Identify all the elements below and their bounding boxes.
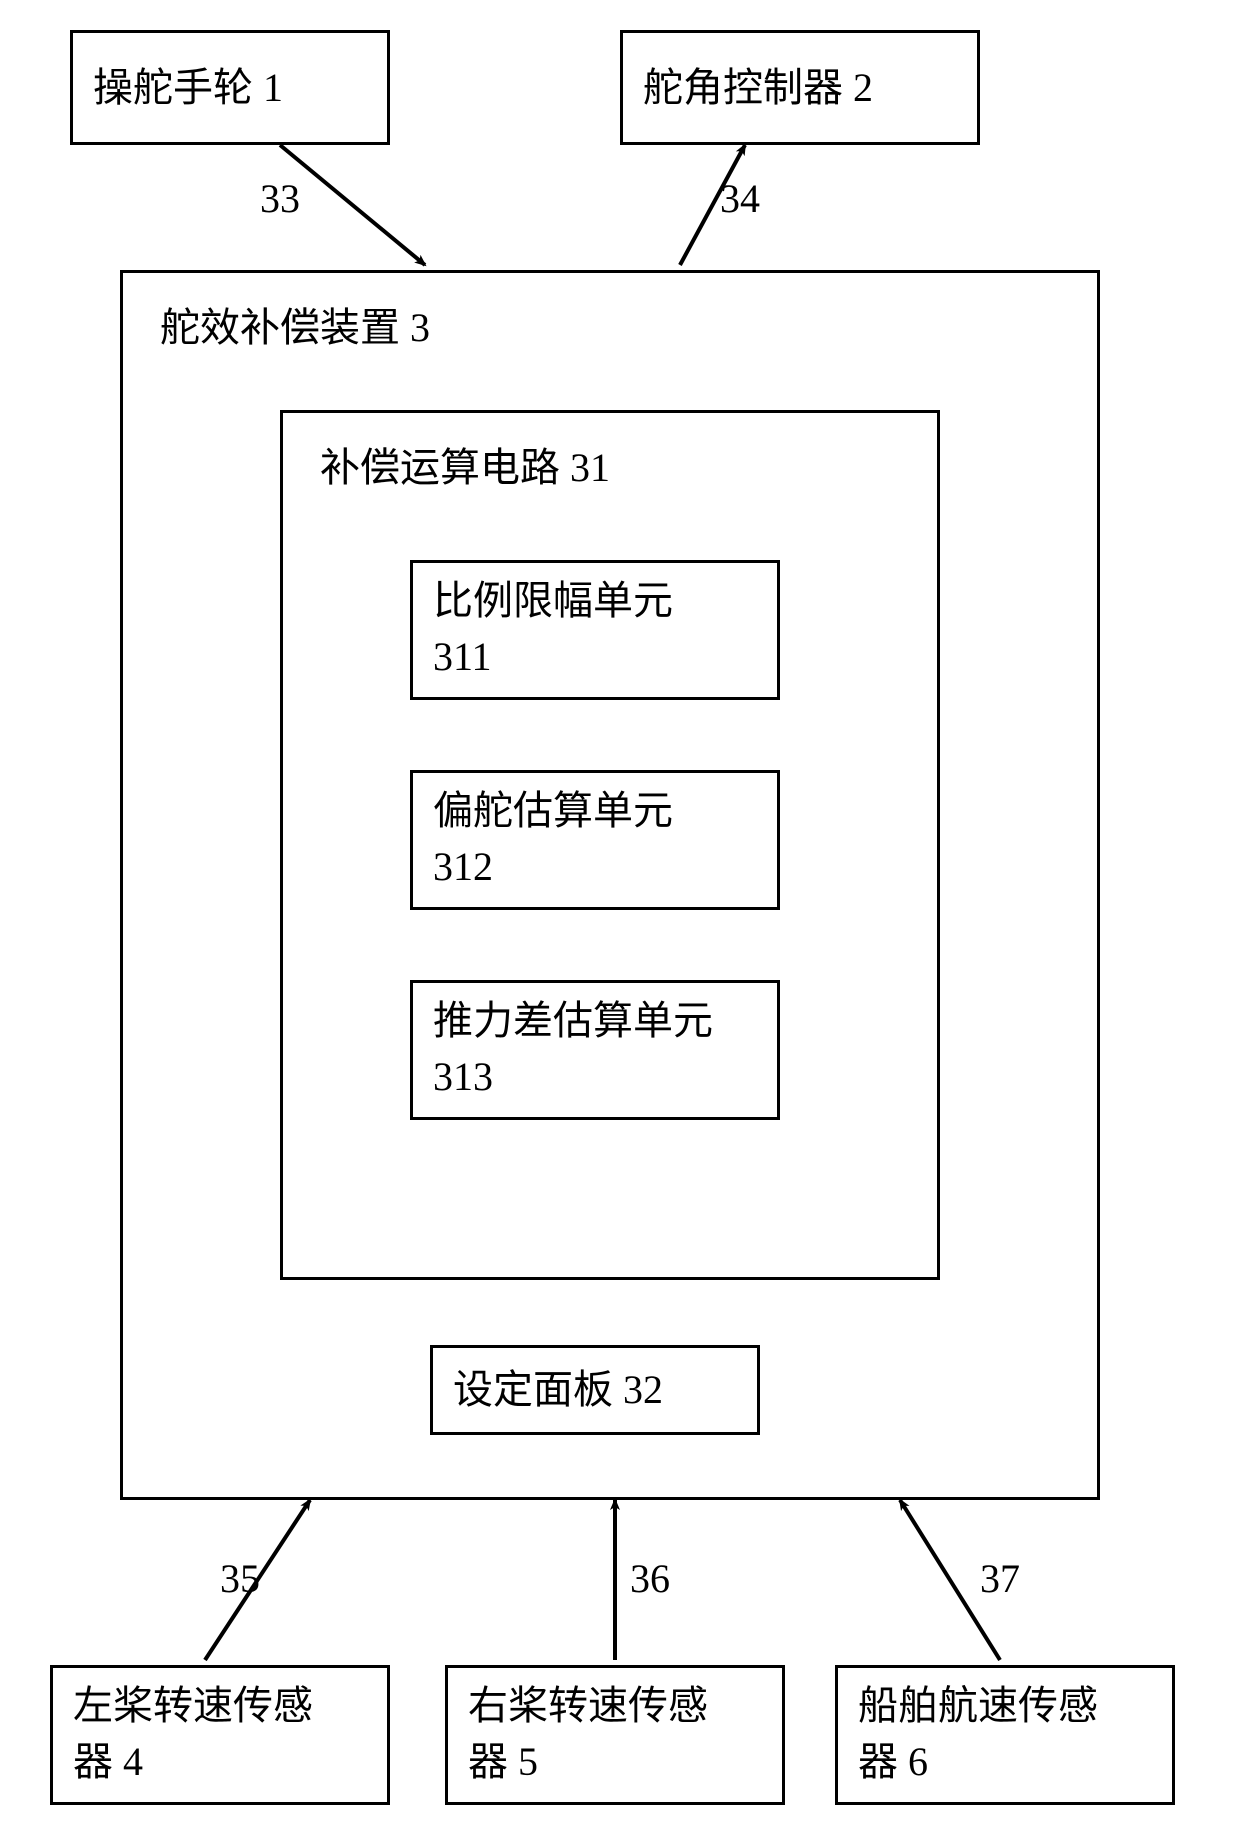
arrow-33 xyxy=(0,0,1256,1830)
arrow-37-label: 37 xyxy=(980,1555,1020,1602)
arrow-36-label: 36 xyxy=(630,1555,670,1602)
arrow-33-label: 33 xyxy=(260,175,300,222)
arrow-35-label: 35 xyxy=(220,1555,260,1602)
arrow-34-label: 34 xyxy=(720,175,760,222)
diagram-canvas: 操舵手轮 1 舵角控制器 2 舵效补偿装置 3 补偿运算电路 31 比例限幅单元… xyxy=(0,0,1256,1830)
